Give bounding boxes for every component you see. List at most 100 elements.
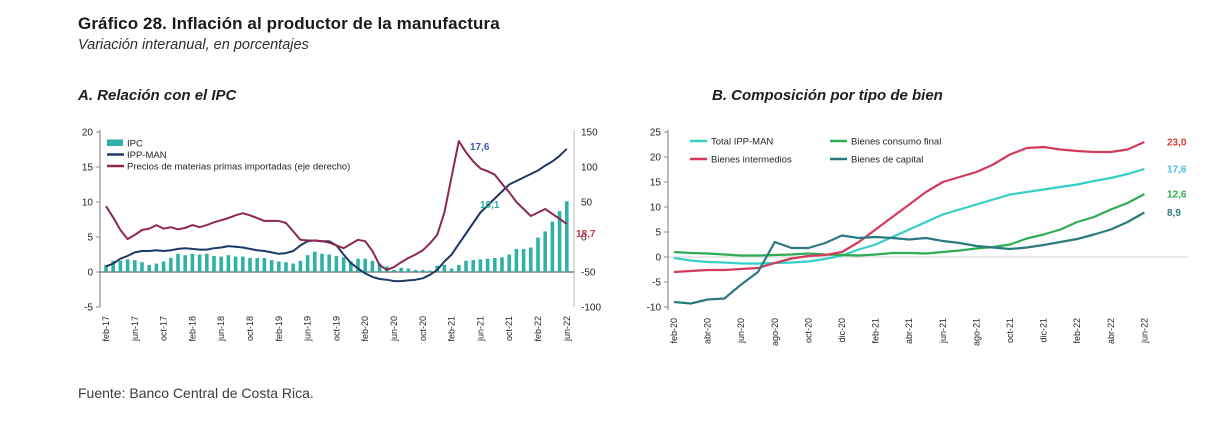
panel-a-right-tick-label: -50 [581, 268, 596, 279]
panel-b-x-tick-label: jun-20 [736, 318, 746, 344]
panel-a-right-tick-label: 100 [581, 163, 598, 174]
ipc-bar [565, 201, 569, 272]
ipc-bar [284, 262, 288, 272]
panel-a-left-tick-label: 20 [82, 128, 94, 139]
legend-label-2: IPP-MAN [127, 150, 167, 161]
materias-primas-line [105, 140, 568, 271]
panel-a-left-tick-label: 15 [82, 163, 94, 174]
data-label-17,6: 17,6 [470, 142, 490, 153]
series-line-4 [673, 211, 1145, 305]
ipc-bar [442, 265, 447, 272]
ipc-bar [190, 253, 195, 272]
ipc-bar [428, 270, 432, 272]
figure-title: Gráfico 28. Inflación al productor de la… [78, 14, 500, 33]
panel-b-x-tick-label: feb-21 [871, 318, 881, 344]
panel-b-left-tick-label: -5 [652, 278, 661, 289]
panel-b-x-tick-label: abr-22 [1106, 318, 1116, 344]
ipc-bar [169, 258, 173, 272]
ipc-bar [233, 256, 238, 272]
panel-a-x-tick-label: oct-21 [504, 316, 514, 341]
ipc-bar [305, 255, 310, 272]
panel-b-left-tick-label: 10 [650, 203, 662, 214]
ipc-bar [255, 258, 259, 272]
ipc-bar [176, 253, 180, 272]
panel-a-left-tick-label: 5 [87, 233, 93, 244]
ipc-bar [514, 248, 519, 272]
ipc-bar [478, 259, 483, 272]
legend-swatch-1 [107, 139, 123, 146]
ipc-bar [291, 263, 295, 272]
ipc-bar [399, 267, 403, 272]
panel-b-x-tick-label: dic-20 [837, 318, 847, 343]
ipc-bar [161, 261, 166, 272]
panel-b-left-tick-label: 20 [650, 153, 662, 164]
ipc-bar [205, 253, 209, 272]
ipc-bar [183, 255, 187, 272]
panel-a-x-tick-label: feb-17 [101, 316, 111, 342]
ipc-bar [125, 259, 130, 272]
legend-label-4: Bienes de capital [851, 155, 923, 166]
ipc-bar [248, 258, 252, 272]
series-line-2 [673, 193, 1145, 257]
ipc-bar [449, 268, 454, 272]
legend-label-1: Total IPP-MAN [711, 137, 773, 148]
data-label-10,1: 10,1 [480, 200, 500, 211]
panel-a-x-tick-label: oct-20 [418, 316, 428, 341]
ipc-bar [133, 260, 137, 272]
ipc-bar [277, 261, 281, 272]
panel-a-x-tick-label: oct-17 [159, 316, 169, 341]
panel-b-x-tick-label: oct-20 [803, 318, 813, 343]
ipc-bar [327, 254, 331, 272]
data-label-18,7: 18,7 [576, 229, 596, 240]
legend-label-3: Bienes intermedios [711, 155, 792, 166]
panel-a-x-tick-label: feb-19 [274, 316, 284, 342]
ipc-bar [543, 231, 547, 272]
panel-b-x-tick-label: oct-21 [1005, 318, 1015, 343]
ipc-bar [421, 269, 425, 272]
ipc-bar [226, 255, 231, 272]
panel-a-x-tick-label: jun-22 [562, 316, 572, 342]
panel-b-x-tick-label: dic-21 [1039, 318, 1049, 343]
panel-b-x-tick-label: jun-21 [938, 318, 948, 344]
ipc-bar [507, 254, 511, 272]
panel-a-right-tick-label: 0 [581, 233, 587, 244]
panel-b-chart: 25 20 15 10 5 0 -5 -10 feb-20 abr-20 jun-20 ago-20 o… [647, 128, 1188, 346]
panel-a-left-tick-label: -5 [84, 303, 93, 314]
panel-a-x-tick-label: jun-20 [389, 316, 399, 342]
data-label-12,6: 12,6 [1167, 190, 1187, 201]
panel-a-right-tick-label: 50 [581, 198, 593, 209]
ipc-bar [377, 263, 382, 272]
panel-b-left-tick-label: 0 [655, 253, 661, 264]
ipc-bar [298, 260, 303, 272]
ipc-bar [118, 260, 123, 272]
ipc-bar [147, 265, 151, 272]
panel-a-x-tick-label: jun-17 [130, 316, 140, 342]
panel-b-x-tick-label: jun-22 [1139, 318, 1149, 344]
data-label-17,6: 17,6 [1167, 165, 1187, 176]
ipc-bar [557, 211, 562, 272]
figure-subtitle: Variación interanual, en porcentajes [78, 37, 309, 53]
panel-b-x-tick-label: feb-22 [1072, 318, 1082, 344]
legend-label-2: Bienes consumo final [851, 137, 941, 148]
ipc-bar [471, 260, 475, 272]
panel-b-x-tick-label: abr-20 [703, 318, 713, 344]
ipc-bar [212, 255, 216, 272]
ipc-bar [406, 268, 411, 272]
panel-b-left-tick-label: 25 [650, 128, 662, 139]
ipc-bar [111, 260, 115, 272]
panel-b-left-tick-label: 5 [655, 228, 661, 239]
ipc-bar [197, 254, 202, 272]
panel-a-x-tick-label: jun-18 [216, 316, 226, 342]
ipc-bar [464, 260, 468, 272]
panel-b-left-tick-label: 15 [650, 178, 662, 189]
ipc-bar [334, 255, 339, 272]
panel-b-left-tick-label: -10 [647, 303, 662, 314]
ipc-bar [500, 257, 504, 272]
ipc-bar [521, 248, 526, 272]
panel-a-x-tick-label: feb-20 [360, 316, 370, 342]
legend-label-3: Precios de materias primas importadas (e… [127, 162, 350, 173]
panel-a-x-tick-label: jun-19 [303, 316, 313, 342]
panel-a-left-tick-label: 0 [87, 268, 93, 279]
ipc-bar [140, 262, 144, 272]
